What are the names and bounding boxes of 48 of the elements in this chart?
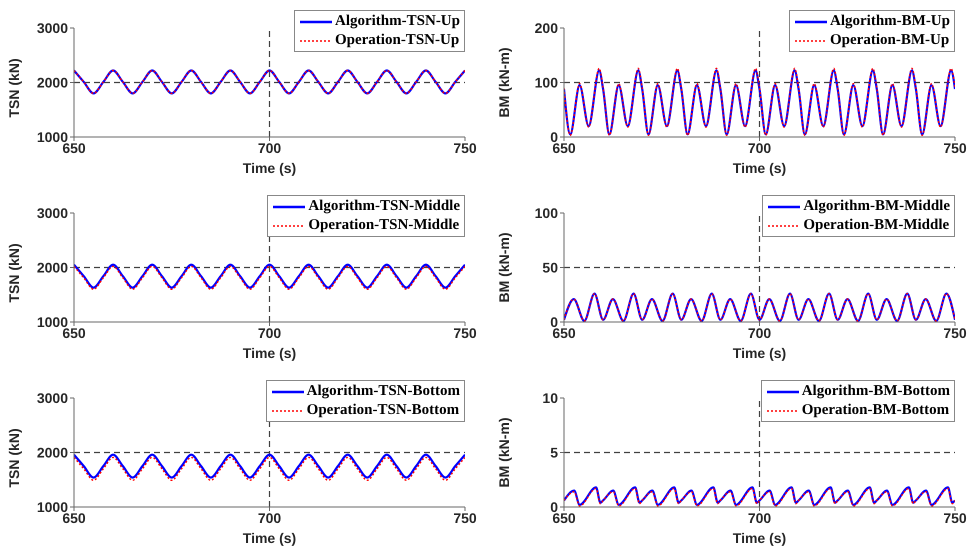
y-tick-label: 2000 (36, 259, 68, 276)
y-axis-title: BM (kN-m) (496, 418, 512, 488)
x-tick-label: 750 (943, 510, 967, 526)
x-axis-title: Time (s) (732, 345, 786, 361)
legend-label: Operation-TSN-Up (334, 31, 460, 50)
y-tick-label: 50 (542, 259, 558, 276)
legend-label: Algorithm-BM-Up (830, 12, 950, 31)
y-tick-label: 5 (550, 444, 558, 460)
y-axis-title: TSN (kN) (6, 58, 22, 118)
legend-label: Algorithm-BM-Bottom (802, 382, 950, 401)
legend-label: Operation-TSN-Middle (308, 216, 460, 235)
x-tick-label: 700 (748, 140, 772, 156)
x-tick-label: 750 (453, 324, 477, 341)
legend-label: Algorithm-TSN-Up (334, 12, 460, 31)
y-tick-label: 200 (534, 20, 558, 36)
y-tick-label: 100 (534, 204, 558, 221)
y-axis-title: TSN (kN) (6, 243, 22, 302)
x-axis-title: Time (s) (732, 160, 786, 176)
x-tick-label: 700 (258, 324, 282, 341)
x-axis-title: Time (s) (242, 530, 296, 546)
x-tick-label: 750 (943, 140, 967, 156)
legend-label: Operation-BM-Middle (803, 216, 950, 235)
x-axis-title: Time (s) (242, 345, 296, 361)
y-axis-title: BM (kN-m) (496, 232, 512, 302)
x-tick-label: 700 (258, 140, 282, 156)
legend-label: Operation-BM-Up (830, 31, 950, 50)
y-tick-label: 100 (534, 74, 558, 90)
x-tick-label: 750 (453, 510, 477, 526)
legend-label: Algorithm-BM-Middle (803, 197, 950, 216)
y-tick-label: 2000 (36, 444, 68, 460)
y-tick-label: 3000 (36, 20, 68, 36)
x-tick-label: 700 (748, 510, 772, 526)
x-axis-title: Time (s) (242, 160, 296, 176)
y-tick-label: 2000 (36, 74, 68, 90)
x-tick-label: 750 (453, 140, 477, 156)
x-axis-title: Time (s) (732, 530, 786, 546)
y-axis-title: BM (kN-m) (496, 48, 512, 118)
x-tick-label: 700 (258, 510, 282, 526)
y-tick-label: 3000 (36, 204, 68, 221)
legend-label: Algorithm-TSN-Bottom (306, 382, 460, 401)
y-axis-title: TSN (kN) (6, 428, 22, 488)
legend-label: Algorithm-TSN-Middle (308, 197, 460, 216)
y-tick-label: 3000 (36, 390, 68, 406)
x-tick-label: 700 (748, 324, 772, 341)
x-tick-label: 750 (943, 324, 967, 341)
legend-label: Operation-BM-Bottom (802, 401, 950, 420)
legend-label: Operation-TSN-Bottom (306, 401, 460, 420)
y-tick-label: 10 (542, 390, 558, 406)
